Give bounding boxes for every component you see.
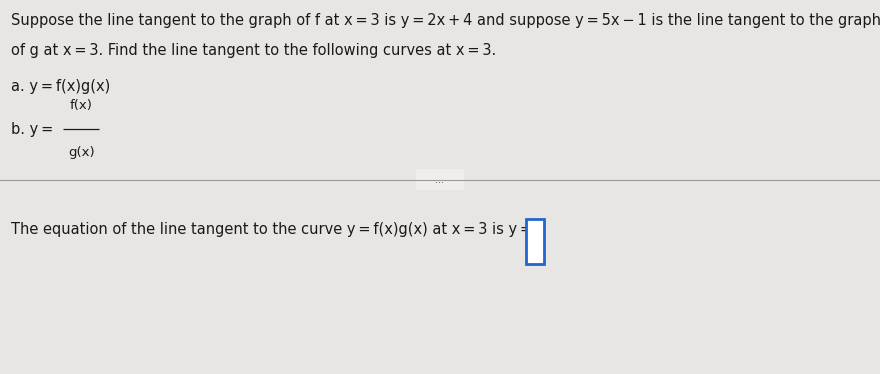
Text: The equation of the line tangent to the curve y = f(x)g(x) at x = 3 is y =: The equation of the line tangent to the … <box>11 222 532 237</box>
Text: of g at x = 3. Find the line tangent to the following curves at x = 3.: of g at x = 3. Find the line tangent to … <box>11 43 496 58</box>
Text: b. y =: b. y = <box>11 122 56 137</box>
FancyBboxPatch shape <box>411 168 469 191</box>
Text: ...: ... <box>436 175 444 184</box>
FancyBboxPatch shape <box>526 220 544 264</box>
Text: a. y = f(x)g(x): a. y = f(x)g(x) <box>11 79 111 94</box>
Text: Suppose the line tangent to the graph of f at x = 3 is y = 2x + 4 and suppose y : Suppose the line tangent to the graph of… <box>11 13 880 28</box>
Text: g(x): g(x) <box>68 146 95 159</box>
Text: f(x): f(x) <box>70 99 92 113</box>
